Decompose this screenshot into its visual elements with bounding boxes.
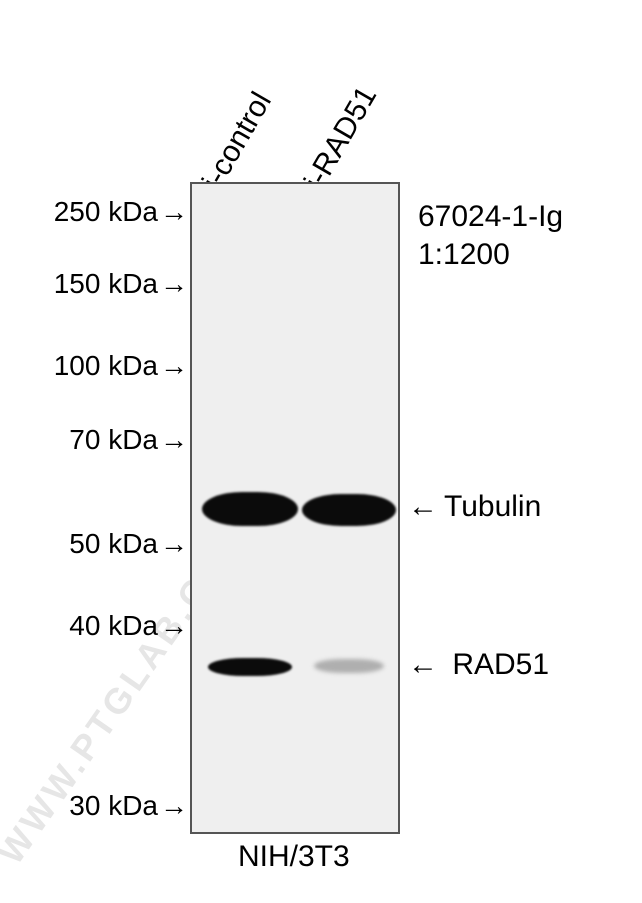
mw-marker-label: 50 kDa [69, 528, 158, 559]
arrow-right-icon: → [160, 424, 188, 456]
sample-label: NIH/3T3 [238, 840, 350, 874]
mw-marker-label: 150 kDa [54, 268, 158, 299]
band-tubulin-lane1 [202, 492, 298, 526]
mw-marker-250: 250 kDa→ [54, 196, 188, 228]
band-rad51-lane2 [314, 659, 384, 673]
mw-marker-50: 50 kDa→ [69, 528, 188, 560]
arrow-right-icon: → [160, 528, 188, 560]
mw-marker-label: 70 kDa [69, 424, 158, 455]
annotation-label: Tubulin [444, 490, 541, 523]
arrow-right-icon: → [160, 790, 188, 822]
mw-marker-label: 250 kDa [54, 196, 158, 227]
mw-marker-70: 70 kDa→ [69, 424, 188, 456]
arrow-left-icon: ← [408, 648, 438, 682]
arrow-left-icon: ← [408, 490, 438, 524]
mw-marker-30: 30 kDa→ [69, 790, 188, 822]
figure-container: WWW.PTGLAB.COM si-control si-RAD51 250 k… [0, 0, 642, 903]
arrow-right-icon: → [160, 350, 188, 382]
mw-marker-label: 100 kDa [54, 350, 158, 381]
band-tubulin-lane2 [302, 494, 396, 526]
antibody-catalog: 67024-1-Ig [418, 198, 563, 236]
annotation-rad51: ← RAD51 [408, 648, 549, 682]
mw-marker-label: 30 kDa [69, 790, 158, 821]
band-rad51-lane1 [208, 658, 292, 676]
mw-marker-100: 100 kDa→ [54, 350, 188, 382]
arrow-right-icon: → [160, 610, 188, 642]
antibody-dilution: 1:1200 [418, 236, 563, 274]
annotation-tubulin: ←Tubulin [408, 490, 541, 524]
annotation-label: RAD51 [452, 648, 549, 681]
arrow-right-icon: → [160, 268, 188, 300]
mw-marker-40: 40 kDa→ [69, 610, 188, 642]
blot-membrane [190, 182, 400, 834]
antibody-info: 67024-1-Ig 1:1200 [418, 198, 563, 273]
mw-marker-label: 40 kDa [69, 610, 158, 641]
arrow-right-icon: → [160, 196, 188, 228]
mw-marker-150: 150 kDa→ [54, 268, 188, 300]
